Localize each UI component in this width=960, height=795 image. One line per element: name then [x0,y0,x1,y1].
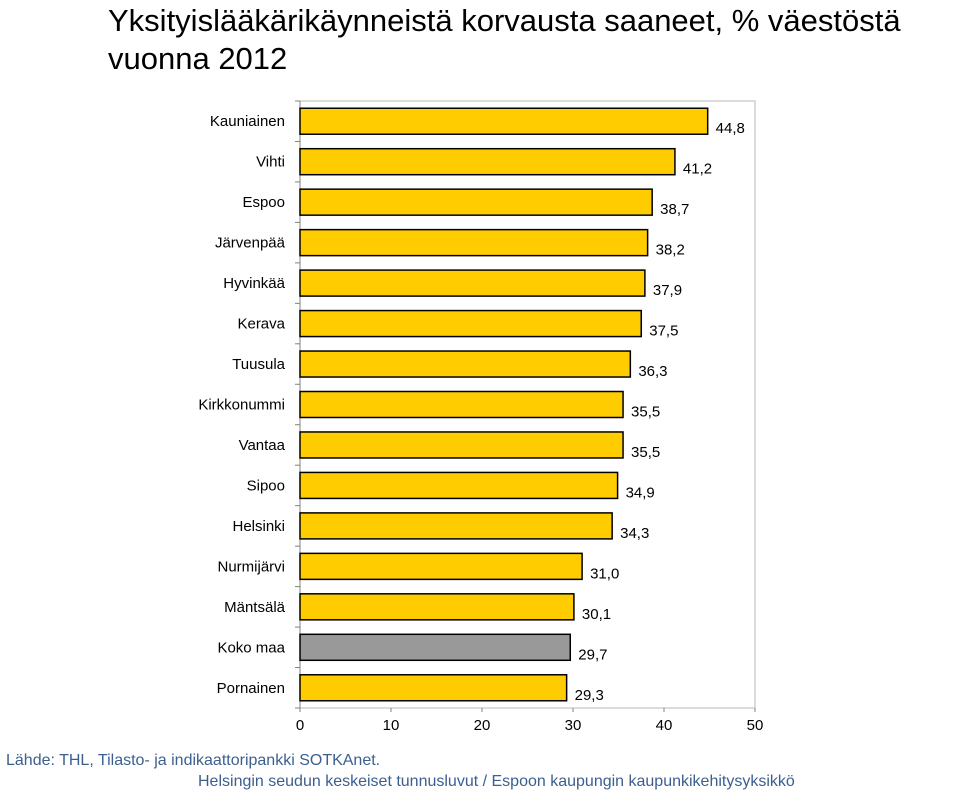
data-label: 31,0 [590,565,619,582]
data-label: 37,5 [649,323,678,340]
bar [299,633,572,662]
bar [299,512,613,540]
category-label: Mäntsälä [224,599,286,616]
category-label: Vantaa [239,437,286,454]
data-label: 34,9 [626,484,655,501]
data-label: 41,2 [683,161,712,178]
data-label: 38,7 [660,201,689,218]
bar [299,471,619,500]
bar [299,107,709,135]
category-label: Pornainen [217,680,285,697]
x-tick-label: 10 [383,717,400,734]
footer-note: Helsingin seudun keskeiset tunnusluvut /… [198,773,795,790]
data-label: 36,3 [638,363,667,380]
data-label: 30,1 [582,606,611,623]
bar [299,674,568,702]
category-label: Järvenpää [215,235,286,252]
category-label: Kauniainen [210,113,285,130]
data-label: 44,8 [716,120,745,137]
x-tick-label: 50 [747,717,764,734]
data-label: 29,3 [575,687,604,704]
data-label: 29,7 [578,646,607,663]
bar [299,552,583,581]
x-tick-label: 30 [565,717,582,734]
category-label: Nurmijärvi [218,558,286,575]
bar [299,593,575,621]
chart-title-line-2: vuonna 2012 [108,41,288,76]
category-label: Vihti [256,154,285,171]
category-label: Tuusula [232,356,285,373]
bar [299,350,632,378]
x-tick-label: 0 [296,717,304,734]
bar [299,390,624,419]
category-label: Kerava [237,316,285,333]
data-label: 35,5 [631,404,660,421]
bar [299,188,653,216]
bar [299,228,649,257]
data-label: 38,2 [656,242,685,259]
category-label: Kirkkonummi [198,397,285,414]
x-tick-label: 40 [656,717,673,734]
bar [299,269,646,297]
bar-chart: 0 10 20 30 40 50 Kauniainen 44,8 Vihti 41,2 Espoo 3… [198,100,764,734]
data-label: 37,9 [653,282,682,299]
data-label: 34,3 [620,525,649,542]
chart-title: Yksityislääkärikäynneistä korvausta saan… [108,2,960,78]
category-label: Hyvinkää [223,275,285,292]
x-tick-label: 20 [474,717,491,734]
category-label: Koko maa [217,639,285,656]
data-label: 35,5 [631,444,660,461]
category-label: Helsinki [232,518,285,535]
source-note: Lähde: THL, Tilasto- ja indikaattoripank… [6,752,381,769]
bar [299,147,676,176]
plot-area: 0 10 20 30 40 50 Kauniainen 44,8 Vihti 41,2 Espoo 3… [198,100,764,734]
category-label: Espoo [242,194,285,211]
bar [299,309,642,338]
bar [299,431,624,459]
chart-title-line-1: Yksityislääkärikäynneistä korvausta saan… [108,3,901,38]
category-label: Sipoo [247,477,285,494]
